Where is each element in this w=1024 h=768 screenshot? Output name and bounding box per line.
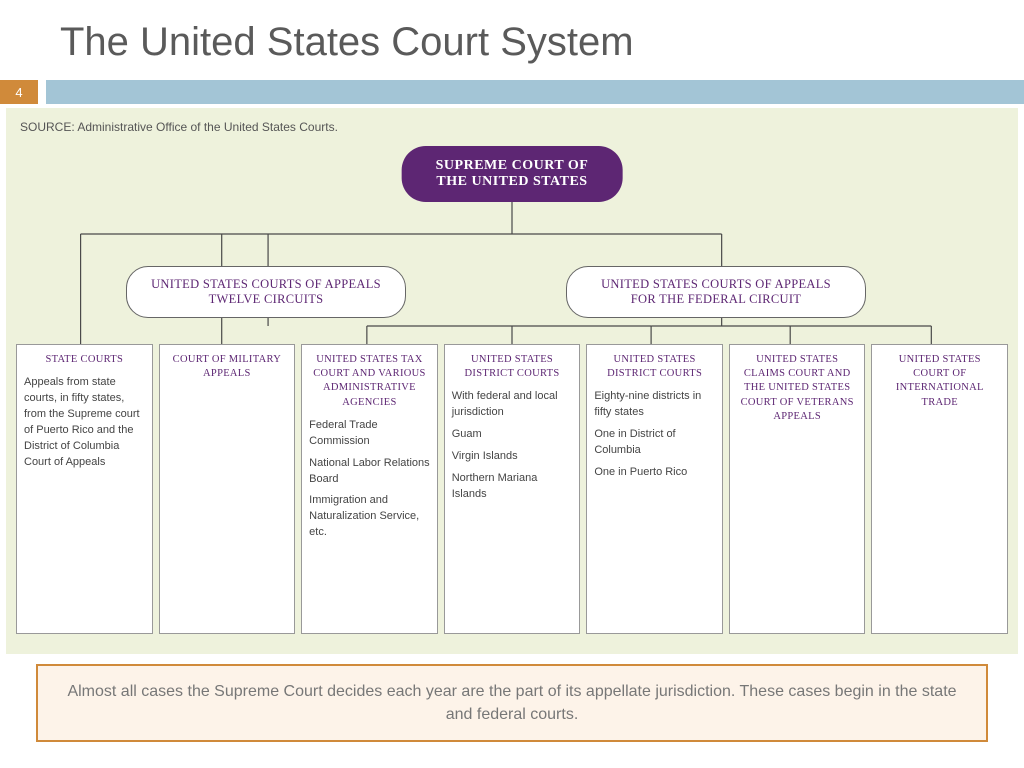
leaf-title: UNITED STATES CLAIMS COURT AND THE UNITE… [737, 353, 858, 424]
slide-title: The United States Court System [60, 20, 1024, 65]
accent-row: 4 [0, 80, 1024, 104]
title-area: The United States Court System [0, 0, 1024, 80]
leaf-body: With federal and local jurisdictionGuamV… [452, 389, 573, 503]
leaf-box-4: UNITED STATES DISTRICT COURTS Eighty-nine… [586, 344, 723, 634]
leaf-title: COURT OF MILITARY APPEALS [167, 353, 288, 381]
page-number-badge: 4 [0, 80, 38, 104]
leaf-title: UNITED STATES TAX COURT AND VARIOUS ADMI… [309, 353, 430, 410]
leaf-title: STATE COURTS [24, 353, 145, 367]
leaf-title: UNITED STATES DISTRICT COURTS [594, 353, 715, 381]
leaf-body: Appeals from state courts, in fifty stat… [24, 375, 145, 471]
mid-right-line2: FOR THE FEDERAL CIRCUIT [585, 292, 847, 307]
mid-node-twelve-circuits: UNITED STATES COURTS OF APPEALS TWELVE C… [126, 266, 406, 318]
accent-bar [46, 80, 1024, 104]
root-line1: SUPREME COURT OF [436, 158, 589, 174]
root-line2: THE UNITED STATES [436, 174, 589, 190]
caption-box: Almost all cases the Supreme Court decid… [36, 664, 988, 742]
leaf-box-5: UNITED STATES CLAIMS COURT AND THE UNITE… [729, 344, 866, 634]
source-line: SOURCE: Administrative Office of the Uni… [16, 116, 1008, 146]
leaf-body: Eighty-nine districts in fifty statesOne… [594, 389, 715, 481]
mid-node-federal-circuit: UNITED STATES COURTS OF APPEALS FOR THE … [566, 266, 866, 318]
leaf-box-0: STATE COURTS Appeals from state courts, i… [16, 344, 153, 634]
org-chart: SOURCE: Administrative Office of the Uni… [6, 108, 1018, 654]
mid-left-line2: TWELVE CIRCUITS [145, 292, 387, 307]
leaf-title: UNITED STATES DISTRICT COURTS [452, 353, 573, 381]
root-node-supreme-court: SUPREME COURT OF THE UNITED STATES [402, 146, 623, 202]
mid-right-line1: UNITED STATES COURTS OF APPEALS [585, 277, 847, 292]
leaf-box-1: COURT OF MILITARY APPEALS [159, 344, 296, 634]
leaf-body: Federal Trade CommissionNational Labor R… [309, 418, 430, 542]
leaf-box-3: UNITED STATES DISTRICT COURTS With federa… [444, 344, 581, 634]
leaf-title: UNITED STATES COURT OF INTERNATIONAL TRA… [879, 353, 1000, 410]
leaf-row: STATE COURTS Appeals from state courts, i… [16, 344, 1008, 634]
leaf-box-2: UNITED STATES TAX COURT AND VARIOUS ADMI… [301, 344, 438, 634]
leaf-box-6: UNITED STATES COURT OF INTERNATIONAL TRA… [871, 344, 1008, 634]
mid-left-line1: UNITED STATES COURTS OF APPEALS [145, 277, 387, 292]
